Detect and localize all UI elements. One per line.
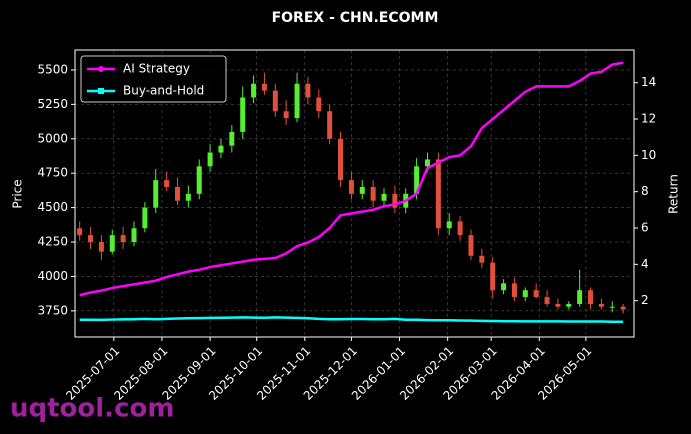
candle-body xyxy=(435,159,441,229)
y-tick-label: 4250 xyxy=(37,235,68,249)
candle-body xyxy=(392,193,398,208)
candle-body xyxy=(218,145,224,153)
candle-body xyxy=(305,83,311,98)
candle-body xyxy=(501,283,507,291)
y-tick-label: 4750 xyxy=(37,166,68,180)
candle-body xyxy=(327,111,333,139)
candle-body xyxy=(446,221,452,229)
y2-tick-label: 2 xyxy=(641,293,649,307)
legend-marker xyxy=(98,66,104,72)
candle-body xyxy=(424,159,430,167)
candle-body xyxy=(316,97,322,112)
legend-label: AI Strategy xyxy=(123,62,190,76)
candle-body xyxy=(174,186,180,201)
candle-body xyxy=(468,235,474,256)
y-tick-label: 4000 xyxy=(37,269,68,283)
y-tick-label: 5250 xyxy=(37,97,68,111)
candle-body xyxy=(370,186,376,201)
y2-tick-label: 8 xyxy=(641,184,649,198)
candle-body xyxy=(120,235,126,243)
legend-marker xyxy=(98,88,104,94)
candle-body xyxy=(522,290,528,298)
candle-body xyxy=(294,83,300,119)
candle-body xyxy=(381,193,387,201)
candle-body xyxy=(196,166,202,194)
watermark: uqtool.com xyxy=(10,394,174,424)
candle-body xyxy=(98,242,104,252)
candle-body xyxy=(479,255,485,263)
candle-body xyxy=(229,131,235,146)
candle-body xyxy=(359,186,365,194)
candle-body xyxy=(577,290,583,304)
y2-axis-label: Return xyxy=(667,174,681,214)
candle-body xyxy=(490,262,496,291)
legend-box xyxy=(80,55,227,103)
candle-body xyxy=(77,228,83,236)
candle-body xyxy=(283,111,289,119)
candle-body xyxy=(240,97,246,132)
candle-body xyxy=(261,83,267,91)
candle-body xyxy=(598,303,604,307)
candle-body xyxy=(88,235,94,243)
candle-body xyxy=(544,297,550,304)
candle-body xyxy=(338,138,344,181)
candle-body xyxy=(251,83,257,98)
y2-tick-label: 6 xyxy=(641,221,649,235)
y-tick-label: 5000 xyxy=(37,131,68,145)
chart-title: FOREX - CHN.ECOMM xyxy=(272,10,439,26)
y2-tick-label: 12 xyxy=(641,112,656,126)
candle-body xyxy=(164,180,170,187)
candle-body xyxy=(533,290,539,298)
candle-body xyxy=(414,166,420,194)
candle-body xyxy=(207,152,213,167)
candle-body xyxy=(457,221,463,236)
line-series xyxy=(79,61,624,297)
y-tick-label: 5500 xyxy=(37,62,68,76)
candle-body xyxy=(555,303,561,307)
candle-body xyxy=(588,290,594,304)
y2-tick-label: 14 xyxy=(641,75,656,89)
y-tick-label: 4500 xyxy=(37,200,68,214)
candle-body xyxy=(185,193,191,201)
candle-body xyxy=(142,207,148,229)
candle-body xyxy=(566,303,572,307)
candle-body xyxy=(153,180,159,208)
candle-body xyxy=(109,235,115,252)
candle-body xyxy=(348,180,354,194)
line-series xyxy=(79,316,624,323)
candle-body xyxy=(272,90,278,112)
y-tick-label: 3750 xyxy=(37,303,68,317)
plot-frame xyxy=(74,49,635,338)
legend-label: Buy-and-Hold xyxy=(123,84,204,98)
y-axis-label: Price xyxy=(11,179,25,208)
y2-tick-label: 10 xyxy=(641,148,656,162)
y2-tick-label: 4 xyxy=(641,257,649,271)
candle-body xyxy=(620,306,626,310)
candle-body xyxy=(609,306,615,308)
candle-body xyxy=(131,228,137,243)
candle-body xyxy=(511,283,517,298)
